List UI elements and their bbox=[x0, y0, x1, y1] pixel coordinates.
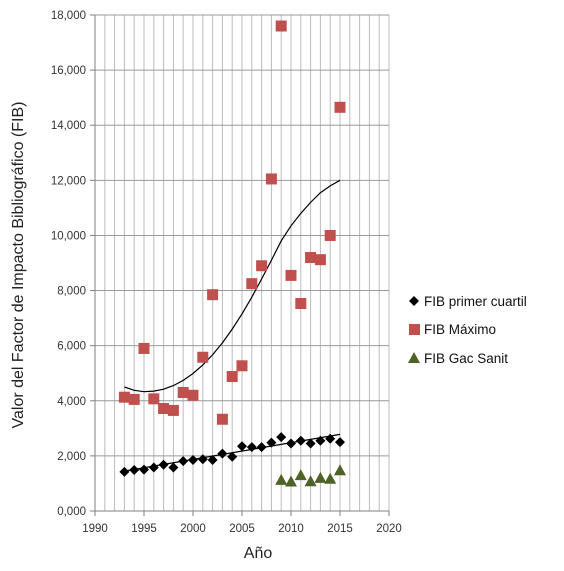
data-point-primer-cuartil bbox=[325, 433, 336, 444]
data-point-maximo bbox=[285, 269, 297, 281]
y-tick-label: 6,000 bbox=[57, 341, 86, 353]
y-axis-title: Valor del Factor de Impacto Bibliográfic… bbox=[10, 102, 27, 429]
data-point-primer-cuartil bbox=[207, 455, 218, 466]
y-tick-label: 0,000 bbox=[57, 506, 86, 518]
gridlines bbox=[95, 14, 390, 511]
data-point-maximo bbox=[148, 393, 160, 405]
data-point-primer-cuartil bbox=[256, 442, 267, 453]
data-point-gac-sanit bbox=[314, 471, 327, 483]
data-point-maximo bbox=[177, 387, 189, 399]
axes bbox=[90, 14, 390, 516]
data-point-primer-cuartil bbox=[295, 435, 306, 446]
data-point-primer-cuartil bbox=[178, 456, 189, 467]
data-point-primer-cuartil bbox=[139, 464, 149, 475]
data-point-maximo bbox=[207, 289, 219, 301]
data-points bbox=[118, 20, 346, 487]
legend-triangle-marker bbox=[408, 352, 420, 363]
x-tick-label: 2020 bbox=[376, 523, 402, 535]
data-point-maximo bbox=[295, 298, 307, 310]
legend-label-maximo: FIB Máximo bbox=[424, 322, 496, 337]
data-point-maximo bbox=[246, 278, 258, 290]
data-point-primer-cuartil bbox=[129, 464, 140, 475]
data-point-primer-cuartil bbox=[266, 437, 277, 448]
y-tick-label: 2,000 bbox=[57, 451, 86, 463]
y-tick-label: 8,000 bbox=[57, 286, 86, 298]
data-point-maximo bbox=[197, 351, 209, 363]
x-tick-label: 1990 bbox=[82, 523, 108, 535]
data-point-primer-cuartil bbox=[237, 441, 247, 452]
data-point-primer-cuartil bbox=[148, 462, 159, 473]
data-point-maximo bbox=[138, 342, 150, 354]
y-tick-label: 4,000 bbox=[57, 396, 86, 408]
data-point-maximo bbox=[216, 413, 228, 425]
data-point-maximo bbox=[314, 254, 326, 266]
data-point-maximo bbox=[324, 229, 336, 241]
data-point-primer-cuartil bbox=[168, 462, 179, 473]
data-point-maximo bbox=[265, 173, 277, 185]
data-point-primer-cuartil bbox=[158, 459, 169, 470]
x-tick-label: 2000 bbox=[180, 523, 206, 535]
legend-item-gac-sanit: FIB Gac Sanit bbox=[408, 351, 508, 366]
data-point-maximo bbox=[118, 391, 130, 403]
data-point-maximo bbox=[334, 101, 346, 113]
data-point-maximo bbox=[275, 20, 287, 32]
data-point-gac-sanit bbox=[324, 472, 337, 484]
data-point-primer-cuartil bbox=[197, 454, 208, 465]
data-point-primer-cuartil bbox=[335, 437, 345, 448]
legend-item-maximo: FIB Máximo bbox=[409, 322, 496, 337]
y-tick-label: 14,000 bbox=[51, 120, 86, 132]
y-tick-label: 12,000 bbox=[51, 175, 86, 187]
data-point-maximo bbox=[128, 393, 140, 405]
data-point-primer-cuartil bbox=[305, 438, 316, 449]
data-point-primer-cuartil bbox=[276, 432, 287, 443]
data-point-maximo bbox=[236, 360, 248, 372]
data-point-maximo bbox=[158, 402, 170, 414]
data-point-primer-cuartil bbox=[119, 466, 130, 477]
legend-diamond-marker bbox=[409, 296, 419, 306]
data-point-primer-cuartil bbox=[286, 438, 296, 449]
data-point-maximo bbox=[187, 389, 199, 401]
x-tick-label: 2015 bbox=[327, 523, 353, 535]
data-point-gac-sanit bbox=[304, 475, 317, 487]
data-point-primer-cuartil bbox=[315, 435, 326, 446]
data-point-gac-sanit bbox=[294, 469, 307, 481]
data-point-primer-cuartil bbox=[246, 442, 257, 453]
legend-square-marker bbox=[409, 324, 420, 335]
x-axis-title: Año bbox=[244, 545, 273, 562]
legend-label-primer-cuartil: FIB primer cuartil bbox=[424, 294, 527, 309]
data-point-primer-cuartil bbox=[227, 451, 238, 462]
legend: FIB primer cuartil FIB Máximo FIB Gac Sa… bbox=[408, 294, 527, 366]
y-tick-label: 16,000 bbox=[51, 65, 86, 77]
data-point-gac-sanit bbox=[334, 464, 346, 476]
x-tick-label: 2005 bbox=[229, 523, 255, 535]
x-tick-label: 1995 bbox=[131, 523, 157, 535]
x-tick-label: 2010 bbox=[278, 523, 304, 535]
data-point-gac-sanit bbox=[275, 473, 288, 485]
legend-item-primer-cuartil: FIB primer cuartil bbox=[409, 294, 527, 309]
polynomial-trendline-maximo bbox=[124, 179, 341, 393]
x-tick-labels: 1990 1995 2000 2005 2010 2015 2020 bbox=[82, 523, 402, 535]
data-point-maximo bbox=[305, 251, 317, 263]
data-point-gac-sanit bbox=[285, 475, 297, 487]
y-tick-label: 10,000 bbox=[51, 230, 86, 242]
data-point-primer-cuartil bbox=[217, 448, 228, 459]
data-point-primer-cuartil bbox=[188, 455, 198, 466]
data-point-maximo bbox=[167, 404, 179, 416]
legend-label-gac-sanit: FIB Gac Sanit bbox=[424, 351, 508, 366]
data-point-maximo bbox=[226, 371, 238, 383]
data-point-maximo bbox=[256, 260, 268, 272]
y-tick-labels: 0,000 2,000 4,000 6,000 8,000 10,000 12,000 14,… bbox=[51, 10, 86, 518]
y-tick-label: 18,000 bbox=[51, 10, 86, 22]
